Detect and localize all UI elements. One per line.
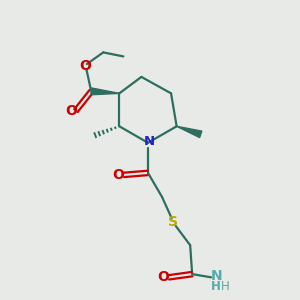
Text: N: N [144,135,155,148]
Polygon shape [91,88,119,95]
Text: H: H [211,280,221,293]
Text: O: O [65,104,77,118]
Text: S: S [168,215,178,229]
Polygon shape [177,126,202,138]
Text: O: O [113,168,124,182]
Text: O: O [79,59,91,73]
Text: O: O [158,270,170,284]
Text: N: N [211,269,222,283]
Text: H: H [221,280,230,293]
